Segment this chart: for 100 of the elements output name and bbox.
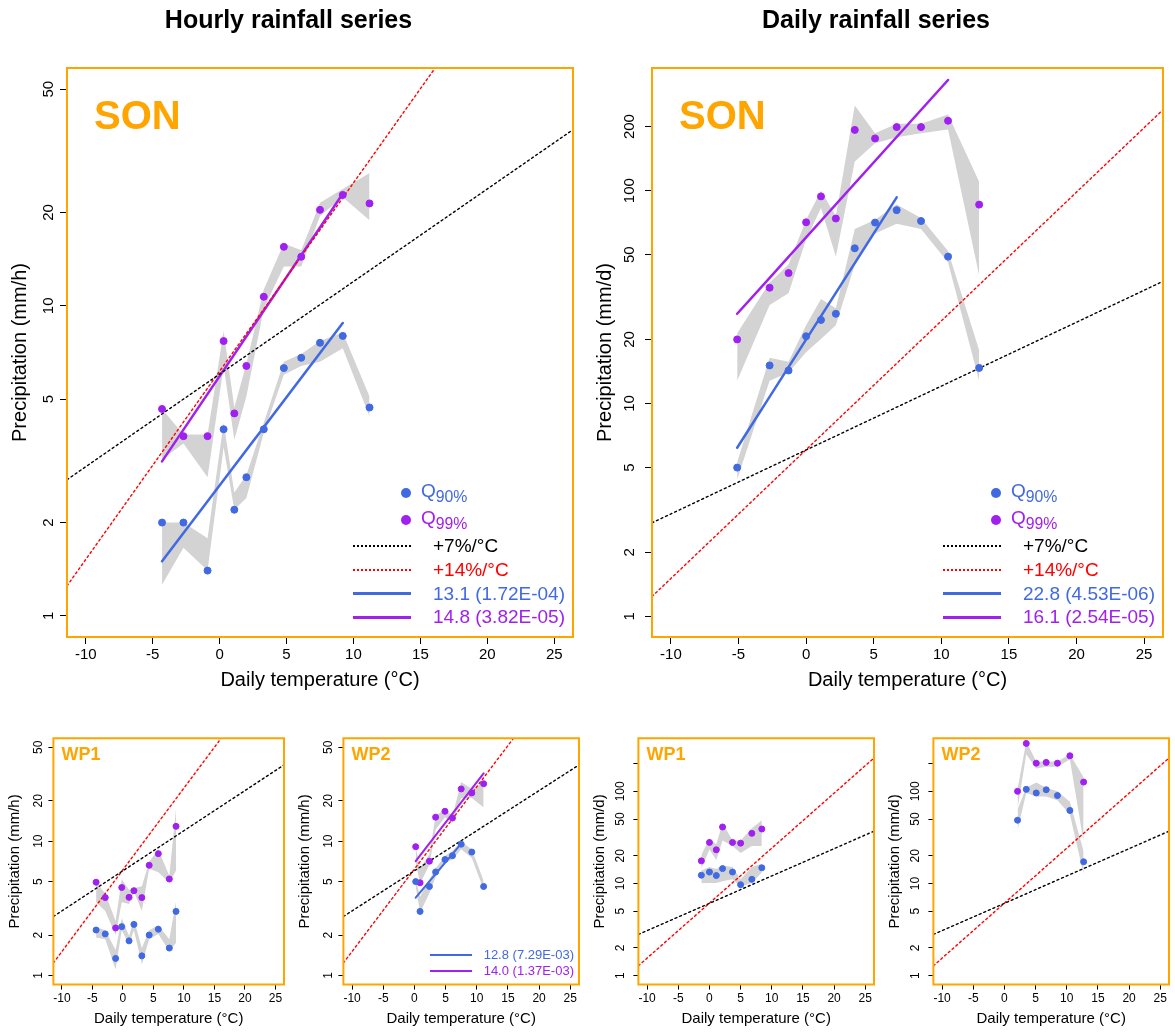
point: [816, 315, 825, 324]
y-tick-label: 200: [619, 114, 637, 140]
x-tick-label: -5: [672, 991, 684, 1006]
x-tick-label: -10: [638, 991, 657, 1006]
point: [729, 868, 737, 876]
point: [719, 865, 727, 873]
legend-label: 13.1 (1.72E-04): [432, 581, 565, 606]
x-tick-label: 0: [801, 645, 811, 663]
point: [179, 518, 188, 527]
point: [468, 789, 476, 797]
point: [944, 116, 953, 125]
point: [112, 924, 120, 932]
x-tick-label: 10: [765, 991, 779, 1006]
point: [816, 192, 825, 201]
x-tick-label: 25: [545, 645, 563, 663]
legend-label: +7%/°C: [1022, 534, 1089, 558]
y-tick-label: 10: [38, 297, 56, 315]
x-tick-label: 20: [827, 991, 842, 1006]
point: [1032, 759, 1040, 767]
x-tick-label: 15: [796, 991, 810, 1006]
legend-label: Q$_{99%}$: [1010, 506, 1058, 534]
point: [1042, 786, 1050, 794]
x-tick-label: 25: [563, 991, 578, 1006]
x-tick-label: 10: [470, 991, 484, 1006]
point: [203, 432, 212, 441]
point: [1066, 752, 1074, 760]
point: [92, 878, 100, 886]
point: [125, 937, 133, 945]
x-tick-label: 10: [1060, 991, 1074, 1006]
point: [850, 244, 859, 253]
point: [118, 884, 126, 891]
point: [944, 252, 953, 261]
point: [316, 338, 324, 347]
point: [802, 218, 811, 227]
x-tick-label: 0: [119, 991, 127, 1006]
point: [412, 843, 420, 851]
y-tick-label: 2: [38, 518, 56, 527]
annotation: WP1: [61, 744, 101, 765]
point: [316, 205, 324, 214]
point: [737, 881, 745, 889]
point: [118, 923, 126, 931]
y-tick-label: 50: [321, 740, 336, 755]
point: [831, 214, 840, 223]
point: [697, 871, 705, 879]
point: [457, 840, 465, 848]
x-tick-label: 10: [177, 991, 191, 1006]
point: [1053, 759, 1061, 767]
point: [365, 199, 374, 208]
point: [802, 332, 811, 341]
x-tick-label: 15: [1091, 991, 1105, 1006]
x-axis-title: Daily temperature (°C): [220, 667, 420, 690]
x-axis-title: Daily temperature (°C): [386, 1009, 536, 1027]
point: [145, 931, 153, 939]
y-tick-label: 10: [907, 876, 922, 891]
x-tick-label: 0: [706, 991, 714, 1006]
y-tick-label: 1: [612, 972, 627, 980]
x-tick-label: -5: [967, 991, 979, 1006]
y-tick-label: 5: [38, 395, 56, 404]
point: [138, 894, 146, 902]
point: [737, 839, 745, 847]
x-axis-title: Daily temperature (°C): [976, 1009, 1126, 1027]
x-tick-label: 5: [150, 991, 158, 1006]
legend-label: +14%/°C: [1022, 557, 1099, 582]
point: [338, 190, 347, 199]
point: [101, 894, 109, 902]
x-tick-label: 10: [932, 645, 950, 663]
point: [242, 361, 251, 370]
legend-label: Q$_{99%}$: [420, 506, 468, 534]
point: [1014, 816, 1022, 824]
y-tick-label: 100: [612, 780, 627, 802]
point: [1032, 789, 1040, 797]
point: [468, 848, 476, 856]
point: [871, 218, 880, 227]
x-tick-label: 0: [215, 645, 224, 663]
point: [892, 123, 901, 132]
point: [279, 242, 288, 251]
point: [705, 868, 713, 876]
x-tick-label: 20: [1122, 991, 1137, 1006]
point: [697, 857, 705, 865]
y-axis-title: Precipitation (mm/h): [7, 263, 30, 442]
y-tick-label: 1: [31, 971, 46, 979]
y-tick-label: 10: [612, 876, 627, 891]
point: [748, 829, 756, 837]
x-tick-label: 5: [737, 991, 745, 1006]
y-tick-label: 100: [619, 178, 637, 204]
point: [441, 807, 449, 815]
point: [230, 505, 239, 514]
point: [975, 363, 984, 372]
point: [101, 930, 109, 938]
x-tick-label: -10: [660, 645, 682, 663]
x-tick-label: 25: [858, 991, 873, 1006]
y-tick-label: 2: [907, 944, 922, 952]
legend-label: 12.8 (7.29E-03): [483, 947, 574, 964]
point: [975, 200, 984, 209]
point: [748, 875, 756, 883]
y-tick-label: 50: [619, 246, 637, 264]
point: [259, 425, 268, 434]
y-tick-label: 5: [321, 877, 336, 885]
point: [733, 463, 742, 472]
point: [145, 861, 153, 869]
